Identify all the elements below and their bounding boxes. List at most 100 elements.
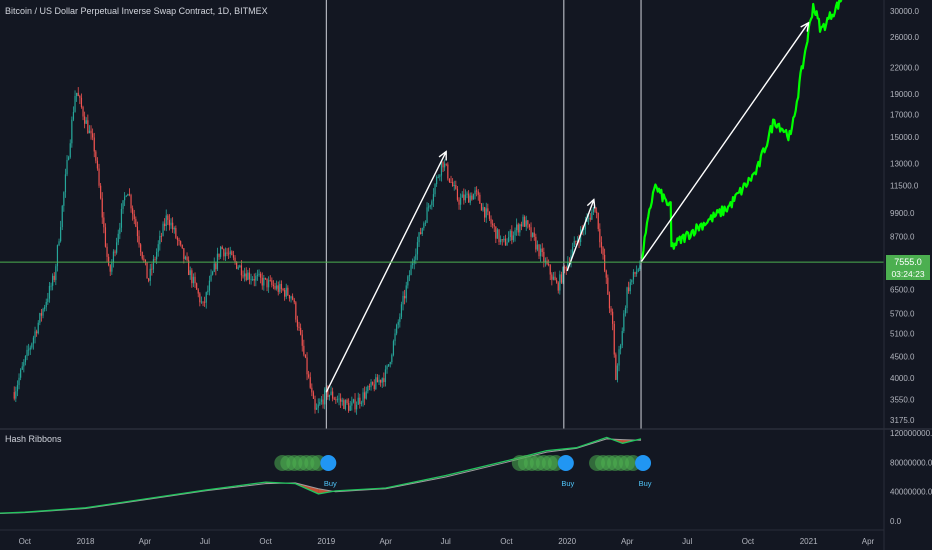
candle-body: [600, 242, 603, 248]
candle-body: [248, 272, 251, 280]
candle-body: [517, 224, 519, 233]
candle-body: [18, 377, 20, 386]
candle-body: [383, 378, 385, 383]
candle-body: [330, 391, 332, 395]
candle-body: [541, 248, 543, 252]
candle-body: [44, 307, 46, 309]
candle-body: [77, 92, 79, 97]
buy-signal-label: Buy: [324, 479, 337, 488]
candle-body: [460, 197, 462, 205]
candle-body: [304, 354, 307, 358]
candle-body: [68, 157, 70, 160]
candle-body: [64, 174, 67, 193]
candle-body: [376, 377, 379, 383]
candle-body: [186, 256, 188, 261]
candle-body: [343, 400, 345, 409]
candle-body: [436, 177, 438, 185]
candle-body: [215, 263, 217, 270]
candle-body: [53, 275, 55, 280]
candle-body: [23, 362, 25, 367]
candle-body: [285, 287, 287, 297]
candle-body: [144, 259, 147, 263]
candle-body: [612, 311, 614, 324]
time-tick-label: 2019: [317, 537, 335, 546]
price-tick-label: 22000.0: [890, 63, 919, 72]
candle-body: [104, 227, 107, 247]
candle-body: [156, 251, 158, 260]
candle-body: [380, 379, 382, 383]
price-tick-label: 19000.0: [890, 90, 919, 99]
candle-body: [357, 397, 359, 405]
candle-body: [429, 205, 431, 207]
candle-body: [76, 92, 78, 97]
candle-body: [359, 397, 361, 404]
candle-body: [528, 224, 531, 228]
candle-body: [474, 190, 476, 195]
candle-body: [360, 402, 363, 404]
candle-body: [397, 321, 399, 325]
candle-body: [604, 254, 606, 271]
candle-body: [352, 399, 355, 403]
candle-body: [172, 222, 174, 230]
buy-signal: Buy: [511, 455, 575, 488]
candle-body: [303, 345, 305, 355]
candle-body: [162, 223, 164, 236]
candle-body: [466, 193, 468, 195]
candle-body: [237, 267, 239, 269]
candle-body: [391, 354, 393, 363]
candle-body: [120, 208, 123, 228]
buy-signal: Buy: [274, 455, 337, 488]
candle-body: [263, 277, 265, 286]
candle-body: [154, 259, 156, 260]
candle-body: [626, 287, 628, 308]
candle-body: [485, 208, 487, 218]
candle-body: [284, 290, 286, 297]
candle-body: [618, 349, 620, 366]
candle-body: [42, 308, 44, 316]
candle-body: [367, 386, 369, 392]
candle-body: [471, 195, 473, 200]
projection-arrow: [566, 200, 593, 272]
candle-body: [428, 206, 430, 208]
candle-body: [130, 195, 132, 209]
candle-body: [484, 207, 486, 218]
candle-body: [50, 285, 52, 287]
candle-body: [191, 270, 193, 284]
candle-body: [442, 161, 444, 168]
candle-body: [16, 385, 19, 392]
candle-body: [15, 391, 17, 399]
candle-body: [194, 276, 196, 284]
candle-body: [445, 163, 447, 165]
candle-body: [495, 226, 497, 239]
candle-body: [239, 265, 241, 268]
symbol-title[interactable]: Bitcoin / US Dollar Perpetual Inverse Sw…: [5, 6, 268, 16]
candle-body: [308, 374, 310, 378]
candle-body: [589, 217, 591, 220]
candle-body: [351, 402, 353, 406]
candle-body: [300, 327, 302, 335]
candle-body: [522, 216, 524, 227]
candle-body: [623, 313, 625, 332]
candle-body: [124, 196, 126, 201]
candle-body: [632, 272, 635, 280]
indicator-title[interactable]: Hash Ribbons: [5, 434, 62, 444]
candle-body: [624, 307, 627, 314]
candle-body: [290, 296, 292, 299]
candle-body: [602, 247, 604, 255]
candle-body: [207, 290, 209, 293]
candle-body: [312, 392, 315, 399]
time-tick-label: Oct: [259, 537, 272, 546]
candle-body: [533, 232, 535, 237]
candle-body: [400, 304, 403, 317]
candle-body: [472, 194, 475, 200]
candle-body: [160, 235, 163, 237]
candle-body: [536, 244, 539, 250]
candle-body: [234, 257, 236, 262]
candle-body: [58, 241, 60, 246]
candle-body: [298, 326, 300, 328]
candle-body: [639, 265, 641, 270]
candle-body: [396, 324, 398, 334]
indicator-axis-labels: 120000000.0 80000000.0 40000000.0 0.0: [890, 429, 932, 526]
candle-body: [180, 241, 182, 245]
